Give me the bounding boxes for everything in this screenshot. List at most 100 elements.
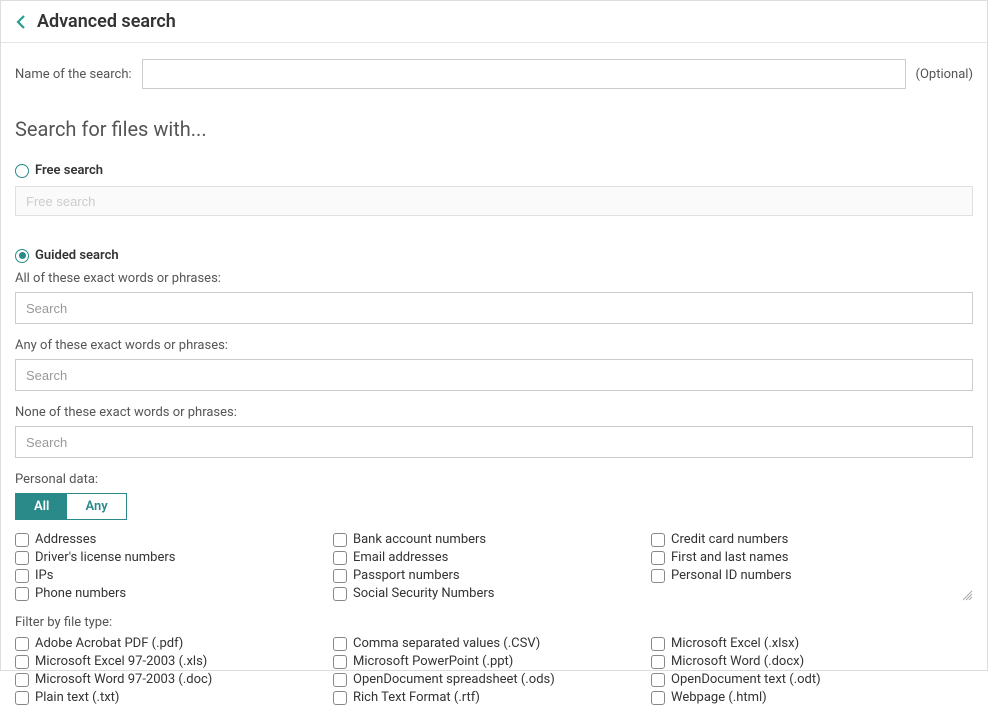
file-type-item: OpenDocument spreadsheet (.ods) [333,672,639,687]
file-type-label: OpenDocument spreadsheet (.ods) [353,672,555,687]
personal-data-group: Personal data: All Any Addresses Bank acc… [15,472,973,601]
file-type-checkbox[interactable] [15,655,29,669]
file-type-label: Microsoft Excel 97-2003 (.xls) [35,654,207,669]
search-name-label: Name of the search: [15,67,132,82]
file-type-checkbox[interactable] [333,637,347,651]
personal-data-checkbox[interactable] [333,551,347,565]
personal-data-checkbox[interactable] [651,551,665,565]
personal-data-label: Driver's license numbers [35,550,176,565]
personal-data-checkbox[interactable] [15,587,29,601]
page-header: Advanced search [1,1,987,43]
file-type-item: OpenDocument text (.odt) [651,672,957,687]
section-title: Search for files with... [15,117,973,141]
personal-data-item: Bank account numbers [333,532,639,547]
guided-search-radio-row: Guided search [15,248,973,263]
file-type-label: Microsoft PowerPoint (.ppt) [353,654,513,669]
file-type-checkbox[interactable] [333,691,347,705]
personal-data-label: Phone numbers [35,586,126,601]
personal-data-item: Phone numbers [15,586,321,601]
file-type-checkbox[interactable] [651,673,665,687]
personal-data-label: Personal data: [15,472,973,487]
file-type-checkbox[interactable] [15,673,29,687]
file-type-label: Adobe Acrobat PDF (.pdf) [35,636,183,651]
toggle-all-button[interactable]: All [16,494,67,519]
file-type-checkbox[interactable] [15,691,29,705]
file-type-label: Comma separated values (.CSV) [353,636,540,651]
none-of-group: None of these exact words or phrases: [15,405,973,458]
file-type-checkbox[interactable] [651,691,665,705]
file-type-label: Rich Text Format (.rtf) [353,690,480,705]
any-of-input[interactable] [15,359,973,391]
any-of-group: Any of these exact words or phrases: [15,338,973,391]
personal-data-item: Passport numbers [333,568,639,583]
personal-data-label: First and last names [671,550,788,565]
file-type-group: Filter by file type: Adobe Acrobat PDF (… [15,615,973,705]
free-search-radio-row: Free search [15,163,973,178]
personal-data-item: Email addresses [333,550,639,565]
any-of-label: Any of these exact words or phrases: [15,338,973,353]
guided-search-block: Guided search All of these exact words o… [15,248,973,705]
chevron-left-icon [15,14,27,30]
personal-data-item: First and last names [651,550,957,565]
free-search-radio[interactable] [15,164,29,178]
personal-data-checkbox[interactable] [15,551,29,565]
file-type-label: Microsoft Word (.docx) [671,654,804,669]
file-type-checkbox[interactable] [333,655,347,669]
personal-data-item: Driver's license numbers [15,550,321,565]
personal-data-checkbox[interactable] [651,533,665,547]
personal-data-checkbox[interactable] [333,533,347,547]
file-type-item: Comma separated values (.CSV) [333,636,639,651]
file-type-item: Webpage (.html) [651,690,957,705]
file-type-item: Microsoft Word (.docx) [651,654,957,669]
personal-data-label: IPs [35,568,53,583]
none-of-input[interactable] [15,426,973,458]
file-type-label: Webpage (.html) [671,690,767,705]
free-search-input[interactable] [15,186,973,216]
free-search-block: Free search [15,163,973,238]
personal-data-label: Email addresses [353,550,448,565]
personal-data-item: Personal ID numbers [651,568,957,583]
file-type-item: Rich Text Format (.rtf) [333,690,639,705]
personal-data-label: Social Security Numbers [353,586,494,601]
file-type-label: Microsoft Excel (.xlsx) [671,636,799,651]
personal-data-item: Addresses [15,532,321,547]
personal-data-label: Addresses [35,532,96,547]
personal-data-item: Credit card numbers [651,532,957,547]
personal-data-label: Passport numbers [353,568,460,583]
file-type-item: Microsoft PowerPoint (.ppt) [333,654,639,669]
toggle-any-button[interactable]: Any [67,494,125,519]
personal-data-label: Credit card numbers [671,532,788,547]
file-type-checkbox[interactable] [333,673,347,687]
none-of-label: None of these exact words or phrases: [15,405,973,420]
file-type-item: Adobe Acrobat PDF (.pdf) [15,636,321,651]
file-type-item: Microsoft Word 97-2003 (.doc) [15,672,321,687]
personal-data-checkbox[interactable] [333,569,347,583]
back-button[interactable] [15,14,27,30]
search-name-input[interactable] [142,59,906,89]
file-type-item: Plain text (.txt) [15,690,321,705]
file-type-checkbox[interactable] [651,637,665,651]
personal-data-checkbox[interactable] [333,587,347,601]
personal-data-label: Personal ID numbers [671,568,792,583]
free-search-label: Free search [35,163,103,178]
personal-data-checkbox[interactable] [651,569,665,583]
page-title: Advanced search [37,11,176,32]
all-of-label: All of these exact words or phrases: [15,271,973,286]
file-type-label: Plain text (.txt) [35,690,119,705]
file-type-checkbox[interactable] [15,637,29,651]
file-type-label: Microsoft Word 97-2003 (.doc) [35,672,212,687]
guided-search-label: Guided search [35,248,119,263]
optional-hint: (Optional) [916,67,973,82]
file-type-item: Microsoft Excel (.xlsx) [651,636,957,651]
personal-data-checkbox[interactable] [15,533,29,547]
personal-data-checkbox[interactable] [15,569,29,583]
file-type-label: Filter by file type: [15,615,973,630]
all-of-group: All of these exact words or phrases: [15,271,973,324]
guided-search-radio[interactable] [15,249,29,263]
file-type-checkbox[interactable] [651,655,665,669]
all-of-input[interactable] [15,292,973,324]
personal-data-item: IPs [15,568,321,583]
personal-data-grid: Addresses Bank account numbers Credit card… [15,532,973,601]
resize-handle[interactable] [961,589,973,601]
personal-data-label: Bank account numbers [353,532,486,547]
